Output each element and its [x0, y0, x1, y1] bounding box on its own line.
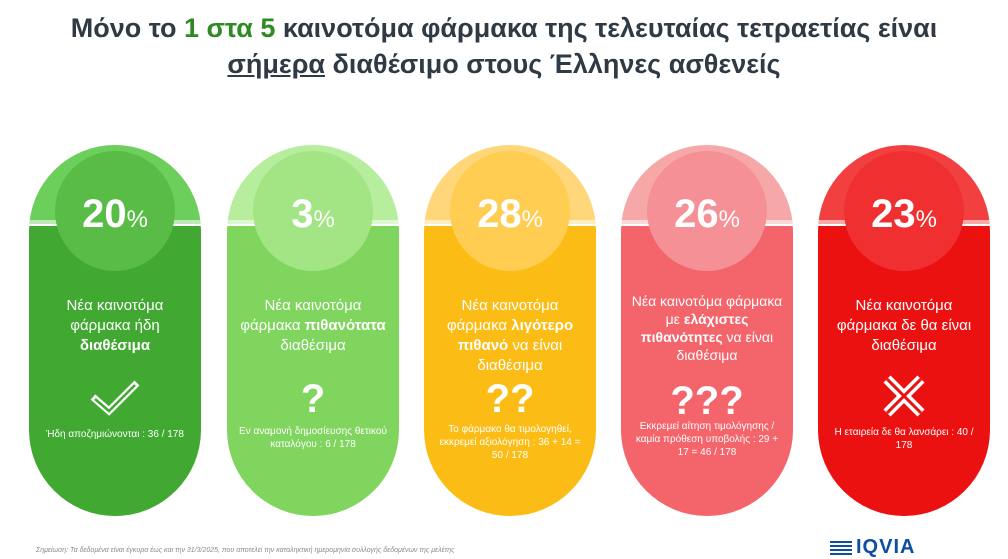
title-text: διαθέσιμο στους Έλληνες ασθενείς: [325, 49, 781, 79]
percent-value: 23%: [871, 192, 937, 236]
percent-circle: [55, 151, 175, 271]
double-question-icon: ??: [485, 377, 535, 421]
stat-card-less-likely: 28% Νέα καινοτόμα φάρμακα λιγότερο πιθαν…: [424, 145, 596, 516]
card-description: Νέα καινοτόμα φάρμακα ήδη διαθέσιμα: [66, 297, 164, 354]
title-line-2: σήμερα διαθέσιμο στους Έλληνες ασθενείς: [0, 46, 1008, 82]
card-description: Νέα καινοτόμα φάρμακα με ελάχιστες πιθαν…: [631, 293, 783, 363]
card-bottom: [818, 226, 990, 516]
card-note: Η εταιρεία δε θα λανσάρει : 40 / 178: [834, 427, 974, 451]
card-note: Ήδη αποζημιώνονται : 36 / 178: [46, 429, 184, 440]
card-note: Εν αναμονή δημοσίευσης θετικού καταλόγου…: [239, 426, 387, 450]
card-bottom: [29, 226, 201, 516]
percent-value: 20%: [82, 192, 148, 236]
card-note: Το φάρμακο θα τιμολογηθεί, εκκρεμεί αξιο…: [439, 424, 581, 461]
cross-icon: [818, 373, 990, 426]
triple-question-icon: ???: [670, 379, 744, 423]
title-text: Μόνο το: [70, 13, 185, 43]
title-text: καινοτόμα φάρμακα της τελευταίας τετραετ…: [275, 13, 938, 43]
card-bottom: [621, 226, 793, 516]
iqvia-logo: IQVIA: [830, 536, 915, 559]
card-bottom: [227, 226, 399, 516]
card-bottom: [424, 226, 596, 516]
card-note: Εκκρεμεί αίτηση τιμολόγησης / καμία πρόθ…: [635, 421, 779, 458]
question-icon: ?: [300, 377, 326, 421]
page-title: Μόνο το 1 στα 5 καινοτόμα φάρμακα της τε…: [0, 10, 1008, 82]
percent-value: 26%: [674, 192, 740, 236]
card-description: Νέα καινοτόμα φάρμακα πιθανότατα διαθέσι…: [240, 297, 386, 354]
title-highlight: 1 στα 5: [184, 13, 276, 43]
percent-circle: [450, 151, 570, 271]
percent-circle: [844, 151, 964, 271]
title-underlined: σήμερα: [227, 49, 326, 79]
logo-bars-icon: [830, 540, 852, 555]
stat-card-unlikely: 26% Νέα καινοτόμα φάρμακα με ελάχιστες π…: [621, 145, 793, 516]
card-description: Νέα καινοτόμα φάρμακα λιγότερο πιθανό να…: [446, 297, 574, 374]
percent-circle: [647, 151, 767, 271]
footnote: Σημείωση: Τα δεδομένα είναι έγκυρα έως κ…: [36, 547, 455, 554]
stat-card-available: 20% Νέα καινοτόμα φάρμακα ήδη διαθέσιμα …: [29, 145, 201, 516]
checkmark-icon: [29, 377, 201, 424]
title-line-1: Μόνο το 1 στα 5 καινοτόμα φάρμακα της τε…: [0, 10, 1008, 46]
percent-value: 3%: [291, 192, 335, 236]
stat-card-unavailable: 23% Νέα καινοτόμα φάρμακα δε θα είναι δι…: [818, 145, 990, 516]
card-description: Νέα καινοτόμα φάρμακα δε θα είναι διαθέσ…: [836, 297, 972, 354]
stat-card-likely: 3% Νέα καινοτόμα φάρμακα πιθανότατα διαθ…: [227, 145, 399, 516]
percent-circle: [253, 151, 373, 271]
percent-value: 28%: [477, 192, 543, 236]
